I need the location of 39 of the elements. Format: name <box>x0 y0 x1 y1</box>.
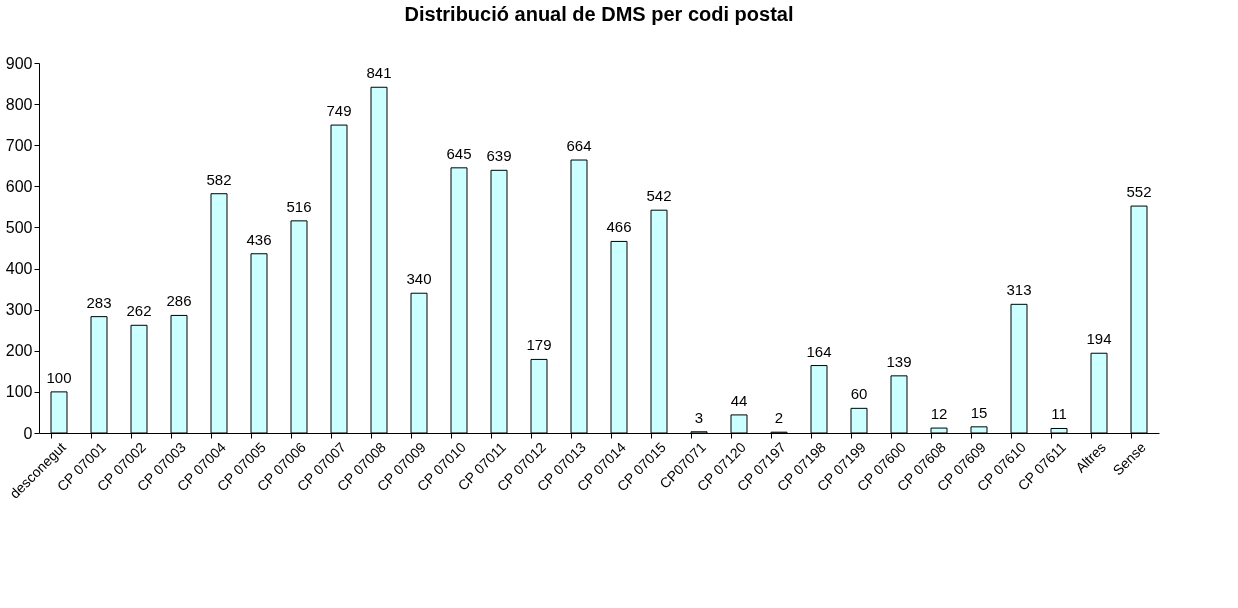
data-label: 11 <box>1051 405 1067 423</box>
data-label: 340 <box>406 270 432 288</box>
data-label: 841 <box>366 64 392 82</box>
data-label: 3 <box>694 408 704 426</box>
y-tick-label: 700 <box>5 136 33 154</box>
data-label: 542 <box>646 187 672 205</box>
y-tick-label: 600 <box>5 177 33 195</box>
y-tick-label: 200 <box>5 342 33 360</box>
data-label: 436 <box>246 230 272 248</box>
y-tick-label: 800 <box>5 95 33 113</box>
data-label: 60 <box>850 385 868 403</box>
data-label: 139 <box>886 352 912 370</box>
data-label: 262 <box>126 302 152 320</box>
data-label: 664 <box>566 137 592 155</box>
data-label: 12 <box>930 405 948 423</box>
data-label: 100 <box>46 368 72 386</box>
data-label: 2 <box>774 409 784 427</box>
data-label: 552 <box>1126 183 1152 201</box>
data-label: 749 <box>326 102 352 120</box>
chart-title: Distribució anual de DMS per codi postal <box>404 3 794 25</box>
data-label: 516 <box>286 197 312 215</box>
data-label: 313 <box>1006 281 1032 299</box>
data-label: 44 <box>730 391 748 409</box>
data-label: 283 <box>86 293 112 311</box>
y-tick-label: 300 <box>5 301 33 319</box>
data-label: 15 <box>970 403 988 421</box>
y-tick-label: 500 <box>5 218 33 236</box>
y-tick-label: 400 <box>5 260 33 278</box>
data-label: 286 <box>166 292 192 310</box>
y-tick-label: 900 <box>5 54 33 72</box>
y-tick-label: 100 <box>5 383 33 401</box>
y-tick-label: 0 <box>23 424 33 442</box>
data-label: 645 <box>446 144 472 162</box>
data-label: 194 <box>1086 330 1112 348</box>
data-label: 466 <box>606 218 632 236</box>
data-label: 582 <box>206 170 232 188</box>
data-label: 639 <box>486 147 512 165</box>
data-label: 179 <box>526 336 552 354</box>
data-label: 164 <box>806 342 832 360</box>
